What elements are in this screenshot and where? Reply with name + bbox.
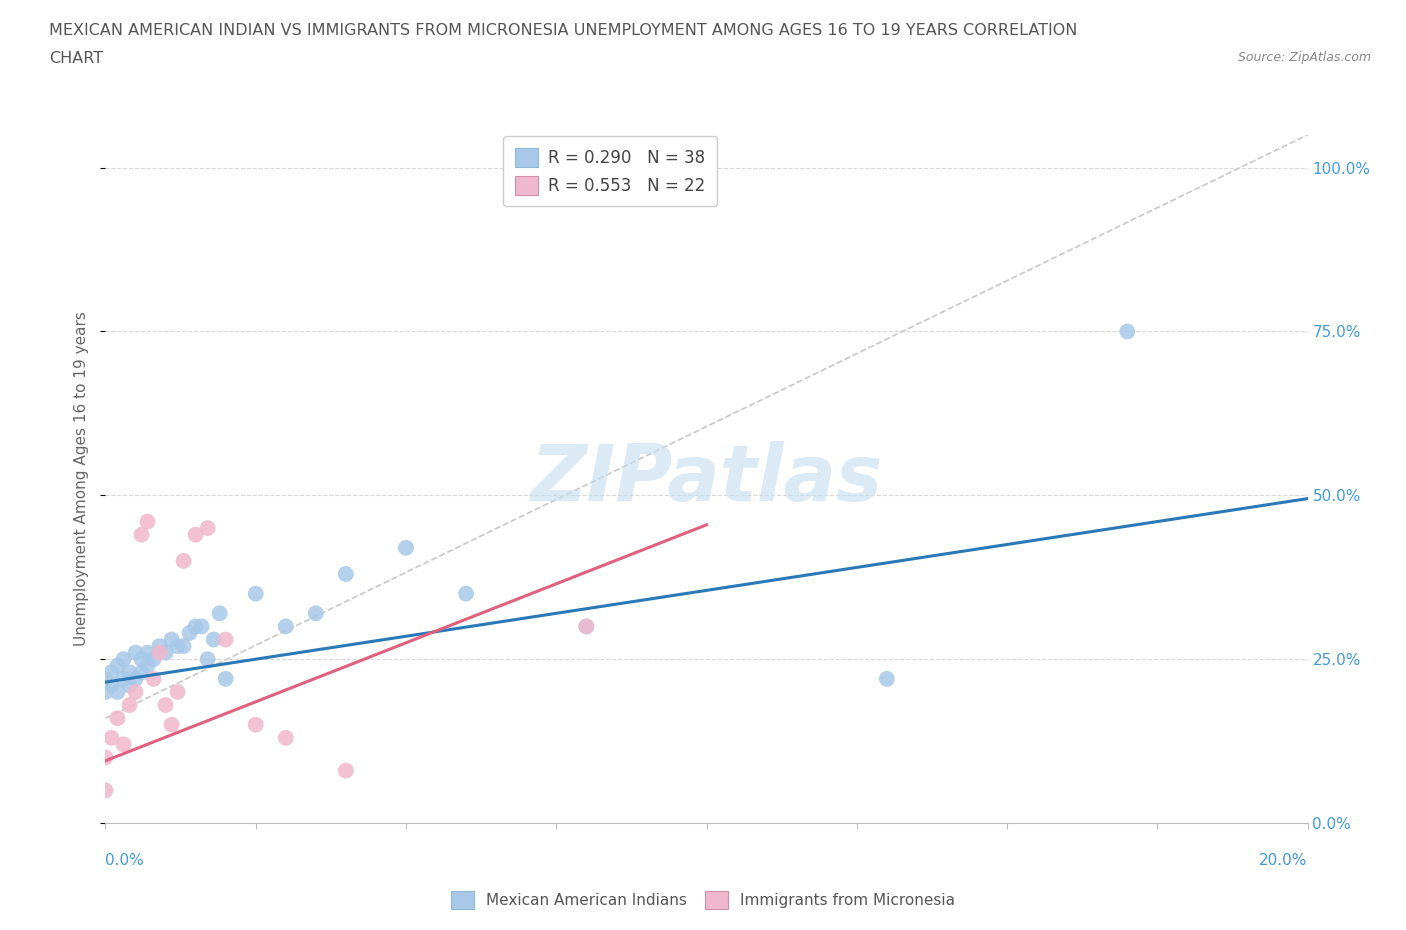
Point xyxy=(208,605,231,620)
Point xyxy=(94,751,117,765)
Point xyxy=(155,698,177,712)
Point xyxy=(155,645,177,660)
Point xyxy=(124,645,146,660)
Text: MEXICAN AMERICAN INDIAN VS IMMIGRANTS FROM MICRONESIA UNEMPLOYMENT AMONG AGES 16: MEXICAN AMERICAN INDIAN VS IMMIGRANTS FR… xyxy=(49,23,1077,38)
Point xyxy=(1116,324,1139,339)
Y-axis label: Unemployment Among Ages 16 to 19 years: Unemployment Among Ages 16 to 19 years xyxy=(75,312,90,646)
Point xyxy=(124,684,146,699)
Point xyxy=(142,671,165,686)
Point xyxy=(100,730,122,745)
Point xyxy=(100,678,122,693)
Point xyxy=(160,717,183,732)
Point xyxy=(100,665,122,680)
Point xyxy=(131,665,153,680)
Point xyxy=(94,684,117,699)
Point xyxy=(131,527,153,542)
Point xyxy=(136,645,159,660)
Point xyxy=(148,639,170,654)
Point xyxy=(94,671,117,686)
Point xyxy=(148,645,170,660)
Point xyxy=(184,527,207,542)
Point xyxy=(876,671,898,686)
Point xyxy=(202,632,225,647)
Point xyxy=(335,764,357,778)
Point xyxy=(245,717,267,732)
Point xyxy=(454,586,477,601)
Legend: R = 0.290   N = 38, R = 0.553   N = 22: R = 0.290 N = 38, R = 0.553 N = 22 xyxy=(503,137,717,206)
Point xyxy=(173,639,195,654)
Text: CHART: CHART xyxy=(49,51,103,66)
Point xyxy=(274,730,297,745)
Text: ZIPatlas: ZIPatlas xyxy=(530,441,883,517)
Point xyxy=(575,619,598,634)
Point xyxy=(214,632,236,647)
Point xyxy=(197,521,219,536)
Point xyxy=(197,652,219,667)
Point xyxy=(179,626,201,641)
Point xyxy=(274,619,297,634)
Legend: Mexican American Indians, Immigrants from Micronesia: Mexican American Indians, Immigrants fro… xyxy=(444,885,962,915)
Point xyxy=(395,540,418,555)
Point xyxy=(118,665,141,680)
Point xyxy=(245,586,267,601)
Point xyxy=(94,783,117,798)
Point xyxy=(112,671,135,686)
Text: 20.0%: 20.0% xyxy=(1260,853,1308,868)
Point xyxy=(136,658,159,673)
Text: Source: ZipAtlas.com: Source: ZipAtlas.com xyxy=(1237,51,1371,64)
Point xyxy=(107,711,129,725)
Text: 0.0%: 0.0% xyxy=(105,853,145,868)
Point xyxy=(107,684,129,699)
Point xyxy=(142,652,165,667)
Point xyxy=(118,678,141,693)
Point xyxy=(184,619,207,634)
Point xyxy=(136,514,159,529)
Point xyxy=(575,619,598,634)
Point xyxy=(166,639,188,654)
Point xyxy=(124,671,146,686)
Point xyxy=(190,619,212,634)
Point xyxy=(166,684,188,699)
Point xyxy=(335,566,357,581)
Point xyxy=(112,652,135,667)
Point xyxy=(305,605,328,620)
Point xyxy=(173,553,195,568)
Point xyxy=(214,671,236,686)
Point xyxy=(112,737,135,751)
Point xyxy=(131,652,153,667)
Point xyxy=(160,632,183,647)
Point xyxy=(107,658,129,673)
Point xyxy=(118,698,141,712)
